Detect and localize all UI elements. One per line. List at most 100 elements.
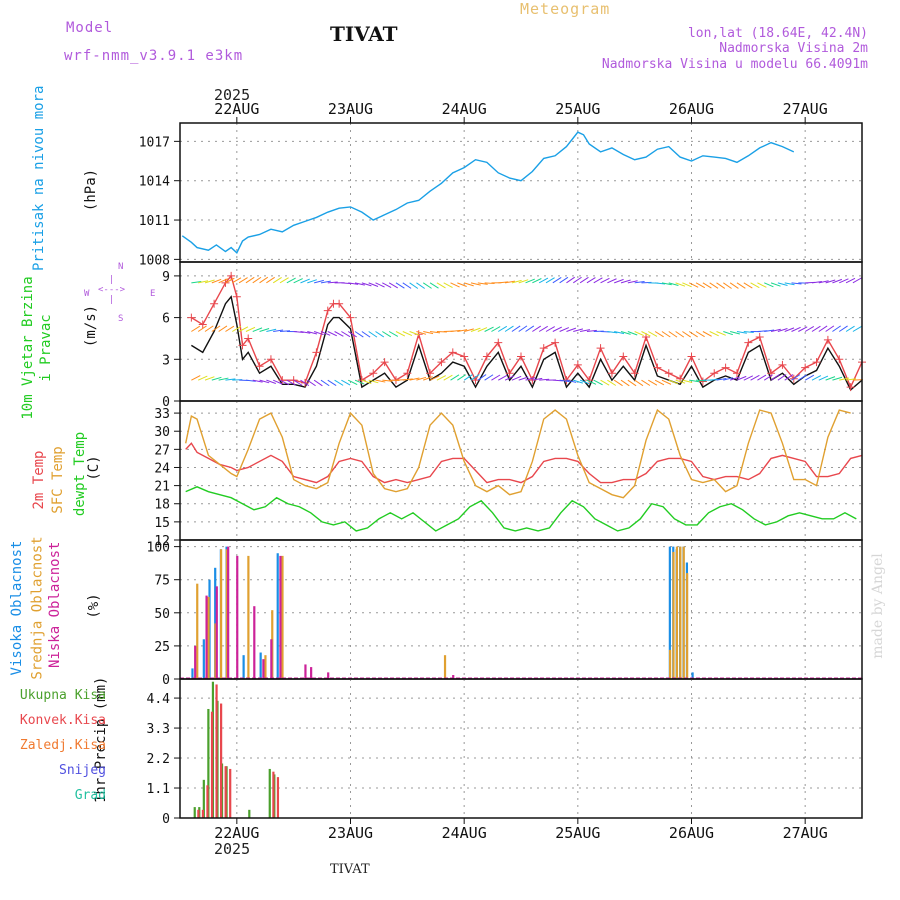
gust-marker — [846, 383, 855, 392]
wind-arrow — [579, 276, 589, 284]
bar-clouds-1 — [196, 583, 199, 679]
wind-arrow — [423, 331, 434, 335]
wind-arrow — [348, 379, 358, 386]
wind-arrow — [245, 379, 256, 382]
x-tick-label-bottom: 23AUG — [328, 824, 373, 842]
wind-arrow — [382, 331, 392, 338]
wind-arrow — [266, 379, 276, 384]
wind-arrow — [723, 282, 732, 289]
model-label: Model — [66, 20, 114, 36]
wind-arrow — [498, 374, 508, 381]
gust-marker — [539, 344, 548, 353]
wind-arrow — [320, 331, 331, 336]
panel-frame — [179, 400, 863, 541]
wind-arrow — [702, 282, 712, 289]
wind-arrow — [825, 279, 836, 284]
wind-arrow — [491, 374, 501, 381]
bar-clouds-1 — [675, 546, 679, 679]
wind-arrow — [641, 379, 651, 386]
gust-marker — [437, 358, 446, 367]
wind-arrow — [504, 280, 516, 284]
wind-arrow — [784, 327, 795, 332]
wind-arrow — [382, 379, 393, 382]
bar-clouds-1 — [214, 623, 217, 679]
wind-arrow — [422, 282, 432, 289]
footer-label: TIVAT — [330, 862, 370, 877]
bar-clouds-1 — [281, 555, 284, 679]
wind-arrow — [409, 377, 420, 381]
wind-arrow — [225, 277, 235, 284]
y-tick-label: 0 — [162, 812, 170, 827]
wind-arrow — [607, 379, 617, 386]
wind-arrow — [736, 375, 747, 381]
wind-arrow — [361, 379, 372, 384]
wind-arrow — [648, 379, 658, 386]
wind-arrow — [559, 379, 570, 383]
y-tick-label: 50 — [154, 607, 170, 622]
gust-marker — [596, 344, 605, 353]
compass-north: N — [118, 262, 124, 272]
bar-precip-1 — [210, 711, 214, 818]
wind-arrow — [689, 379, 700, 383]
bar-clouds-0 — [202, 639, 205, 679]
wind-arrow — [375, 379, 386, 383]
wind-arrow — [375, 331, 385, 338]
wind-arrow — [586, 329, 597, 332]
x-tick-label-top: 23AUG — [328, 100, 373, 118]
compass-cross: | <---> | — [98, 275, 126, 305]
y-tick-label: 30 — [154, 425, 170, 440]
precip-legend-snow: Snijeg — [59, 763, 106, 778]
wind-arrow — [191, 325, 201, 332]
wind-arrow — [218, 278, 228, 284]
wind-arrow — [757, 374, 767, 381]
wind-arrow — [723, 377, 734, 381]
bar-clouds-1 — [247, 555, 250, 679]
wind-arrow — [416, 282, 425, 289]
wind-arrow — [600, 379, 610, 386]
wind-arrow — [770, 282, 781, 287]
wind-arrow — [368, 331, 378, 338]
gust-marker — [823, 335, 832, 344]
wind-arrow — [804, 374, 815, 381]
wind-arrow — [648, 331, 658, 337]
gust-marker — [630, 369, 639, 378]
wind-arrow — [409, 331, 420, 336]
bar-precip-1 — [206, 785, 209, 818]
wind-arrow — [511, 325, 521, 332]
wind-arrow — [382, 282, 392, 288]
model-elevation-label: Nadmorska Visina u modelu 66.4091m — [601, 57, 868, 72]
wind-arrow — [225, 378, 236, 381]
gust-marker — [346, 313, 355, 322]
wind-arrow — [545, 277, 555, 284]
wind-arrow — [614, 278, 624, 284]
gust-marker — [494, 338, 503, 347]
bar-clouds-1 — [682, 546, 685, 679]
wind-arrow — [777, 374, 787, 381]
wind-arrow — [395, 331, 406, 337]
wind-arrow — [395, 282, 405, 289]
wind-arrow — [620, 331, 631, 335]
wind-arrow — [273, 379, 283, 385]
wind-arrow — [477, 374, 487, 381]
wind-arrow — [736, 282, 746, 289]
wind-arrow — [293, 331, 304, 333]
x-tick-label-top: 26AUG — [669, 100, 714, 118]
y-tick-label: 12 — [154, 534, 170, 549]
y-tick-label: 1.1 — [147, 782, 170, 797]
gust-marker — [227, 271, 236, 280]
wind-arrow — [661, 379, 672, 385]
wind-arrow — [252, 276, 262, 284]
wind-arrow — [313, 379, 323, 387]
bar-precip-0 — [193, 807, 196, 818]
x-tick-label-bottom: 24AUG — [442, 824, 487, 842]
wind-arrow — [825, 325, 835, 332]
y-tick-label: 18 — [154, 498, 170, 513]
wind-arrow — [627, 280, 638, 284]
y-tick-label: 4.4 — [147, 692, 171, 707]
bar-clouds-2 — [194, 645, 197, 679]
wind-arrow — [620, 279, 631, 284]
wind-arrow — [272, 277, 282, 284]
bar-clouds-2 — [279, 555, 282, 679]
wind-arrow — [477, 327, 488, 332]
